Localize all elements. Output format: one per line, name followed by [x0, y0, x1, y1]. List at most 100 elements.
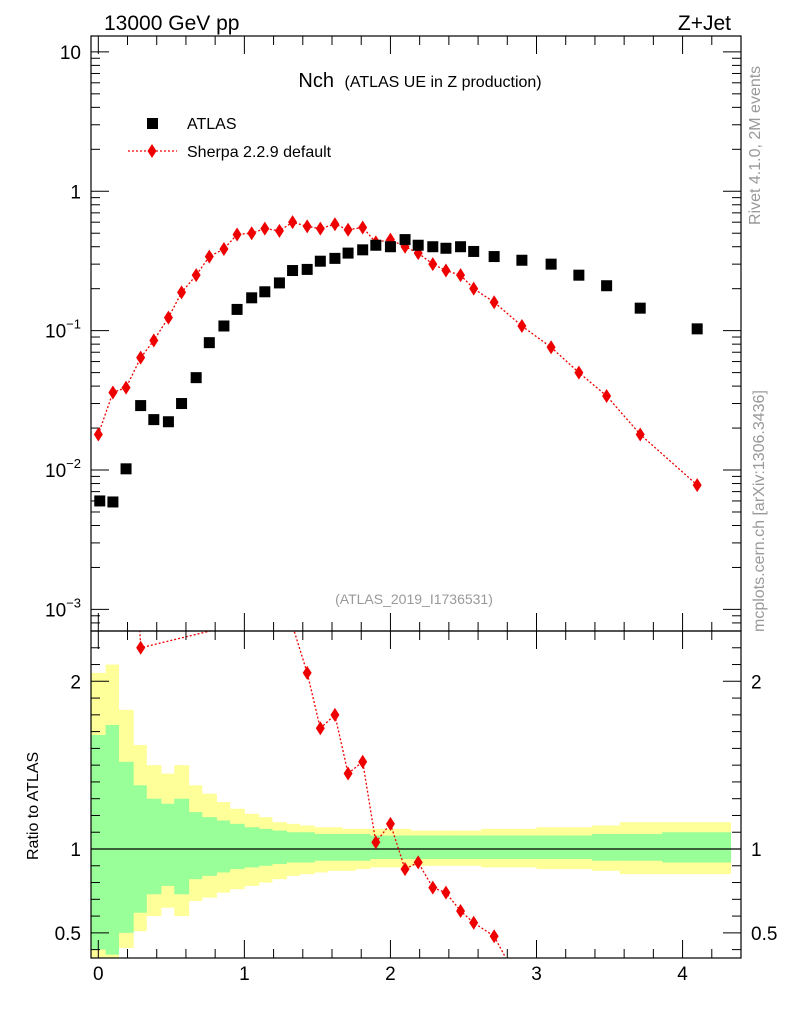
- band-inner-bin: [286, 832, 301, 863]
- data-point: [455, 241, 467, 253]
- plot-title: Nch (ATLAS UE in Z production): [298, 70, 541, 92]
- mc-point: [489, 295, 499, 310]
- mc-point: [441, 263, 451, 278]
- ratio-y-tick-label-right: 0.5: [751, 924, 777, 945]
- band-inner-bin: [314, 833, 328, 861]
- data-point: [440, 242, 452, 254]
- main-y-tick-labels: 10 1 10−1 10−2 10−3: [45, 43, 81, 622]
- data-point: [301, 263, 313, 275]
- ratio-point: [441, 885, 451, 900]
- title-main: Nch: [298, 70, 334, 92]
- mc-point: [358, 220, 368, 235]
- band-inner-bin: [508, 835, 537, 860]
- data-point: [384, 241, 396, 253]
- mcplots-label: mcplots.cern.ch [arXiv:1306.3436]: [751, 390, 768, 632]
- ratio-point: [469, 915, 479, 930]
- band-inner-bin: [355, 833, 371, 861]
- data-point: [357, 244, 369, 256]
- mc-point: [232, 227, 242, 242]
- ratio-y-tick-label-left: 2: [70, 672, 81, 693]
- ratio-y-tick-label-left: 1: [70, 840, 81, 861]
- ratio-series-tail: [493, 935, 507, 958]
- ratio-x-tick-label: 4: [677, 964, 688, 985]
- ratio-tick-labels: 0.5 0.5 1 1 2 2 0 1 2 3 4: [55, 672, 778, 985]
- mc-point: [469, 281, 479, 296]
- band-inner-bin: [564, 835, 593, 860]
- legend: ATLAS Sherpa 2.2.9 default: [128, 116, 332, 161]
- band-inner-bin: [383, 835, 399, 860]
- ratio-point: [343, 766, 353, 781]
- data-point: [412, 239, 424, 251]
- data-point: [120, 463, 132, 475]
- data-point: [246, 292, 258, 304]
- ratio-point: [358, 754, 368, 769]
- ratio-y-axis-label: Ratio to ATLAS: [25, 752, 42, 860]
- header-right: Z+Jet: [678, 12, 731, 35]
- data-point: [370, 239, 382, 251]
- mc-point: [121, 380, 131, 395]
- ratio-ticks: [91, 631, 741, 958]
- ratio-x-tick-label: 1: [239, 964, 250, 985]
- mc-point: [191, 268, 201, 283]
- mc-point: [288, 215, 298, 230]
- ratio-frame: [90, 630, 742, 959]
- mc-point: [517, 318, 527, 333]
- ratio-y-tick-label-right: 1: [751, 840, 762, 861]
- band-inner-bin: [105, 724, 120, 955]
- band-inner-bin: [662, 832, 732, 863]
- mc-point: [343, 222, 353, 237]
- band-inner-bin: [410, 835, 426, 860]
- mc-point: [428, 257, 438, 272]
- band-inner-bin: [146, 798, 162, 895]
- data-point: [573, 269, 585, 281]
- mc-points: [93, 215, 702, 493]
- main-y-tick-label: 1: [70, 182, 81, 203]
- mc-point: [247, 226, 257, 241]
- band-inner-bin: [438, 835, 454, 860]
- data-point: [190, 372, 202, 384]
- main-y-tick-label: 10−1: [45, 317, 81, 343]
- ratio-plot: 0.5 0.5 1 1 2 2 0 1 2 3 4 Ratio to ATLAS: [25, 630, 778, 985]
- main-y-tick-label: 10−3: [45, 595, 81, 621]
- data-point: [545, 258, 557, 270]
- data-point: [329, 252, 341, 264]
- ratio-point: [413, 855, 423, 870]
- mc-point: [177, 285, 187, 300]
- band-inner-bin: [174, 798, 190, 895]
- legend-mc-marker: [147, 144, 157, 158]
- ratio-point: [136, 640, 146, 655]
- main-y-tick-label: 10−2: [45, 456, 81, 482]
- band-inner-bin: [216, 820, 231, 873]
- mc-point: [546, 340, 556, 355]
- data-point: [218, 320, 230, 332]
- band-inner-bin: [425, 835, 439, 860]
- mc-point: [635, 427, 645, 442]
- band-inner-bin: [188, 812, 203, 880]
- mc-point: [692, 478, 702, 493]
- ratio-x-tick-label: 3: [531, 964, 542, 985]
- main-ticks: [91, 36, 741, 632]
- ratio-point: [428, 880, 438, 895]
- data-point: [427, 241, 439, 253]
- band-inner-bin: [244, 827, 260, 868]
- mc-point: [93, 427, 103, 442]
- data-point: [488, 251, 500, 263]
- mc-point: [302, 219, 312, 234]
- mc-point: [330, 217, 340, 232]
- mc-point: [163, 310, 173, 325]
- data-point: [691, 323, 703, 335]
- header-left: 13000 GeV pp: [104, 12, 239, 35]
- data-point: [94, 495, 106, 507]
- legend-atlas-marker: [147, 118, 158, 129]
- legend-atlas-label: ATLAS: [187, 116, 237, 133]
- ratio-point: [302, 665, 312, 680]
- data-point: [259, 286, 271, 298]
- mc-point: [315, 221, 325, 236]
- band-inner-bin: [91, 734, 106, 950]
- ratio-point: [330, 707, 340, 722]
- band-inner-bin: [453, 835, 467, 860]
- ratio-point: [400, 862, 410, 877]
- ratio-point: [489, 929, 499, 944]
- analysis-id: (ATLAS_2019_I1736531): [335, 591, 493, 607]
